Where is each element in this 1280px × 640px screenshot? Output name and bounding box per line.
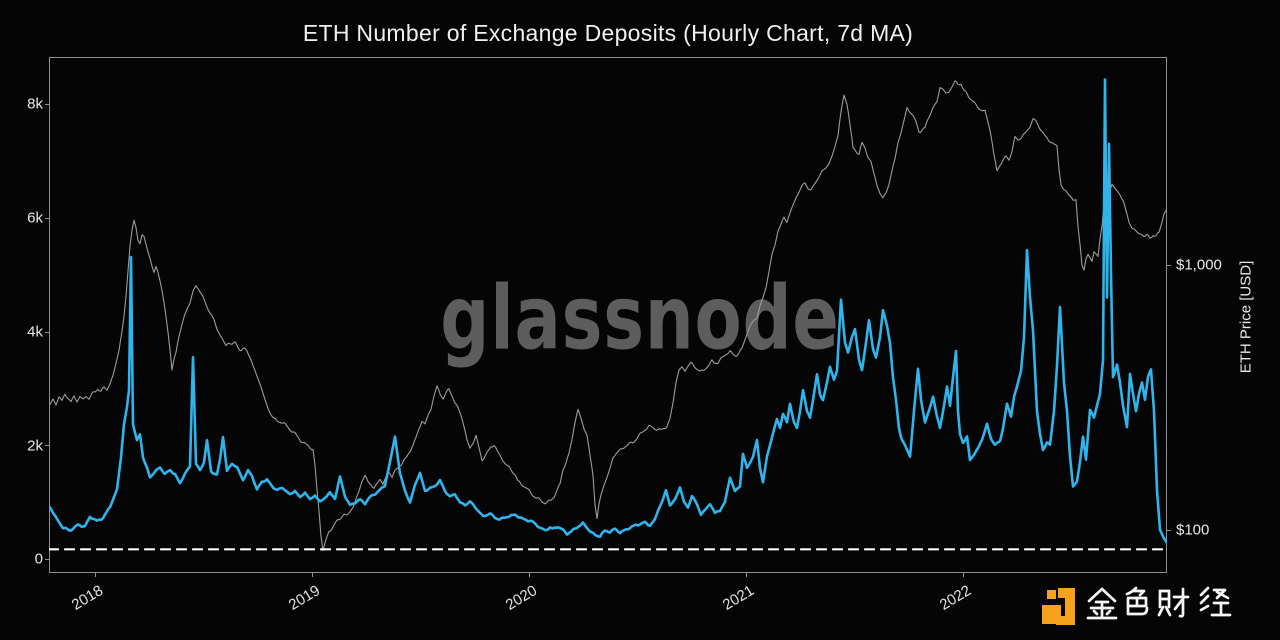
x-tick-2022: 2022 bbox=[936, 582, 974, 614]
y-left-tick-8k: 8k bbox=[27, 95, 43, 113]
jinse-logo-characters bbox=[1086, 586, 1232, 620]
char-cai bbox=[1157, 587, 1190, 618]
y-left-tick-4k: 4k bbox=[27, 323, 43, 341]
x-tick-2018: 2018 bbox=[68, 582, 106, 614]
y-left-tick-2k: 2k bbox=[27, 437, 43, 455]
x-tick-2021: 2021 bbox=[719, 582, 757, 614]
x-tick-2019: 2019 bbox=[285, 582, 323, 614]
y-left-tick-6k: 6k bbox=[27, 209, 43, 227]
char-se bbox=[1125, 586, 1149, 616]
y-right-tick-1000: $1,000 bbox=[1176, 256, 1222, 274]
char-jin bbox=[1086, 587, 1118, 620]
x-tick-2020: 2020 bbox=[502, 582, 540, 614]
jinse-logo-icon bbox=[1042, 588, 1075, 625]
y-left-tick-0: 0 bbox=[34, 550, 43, 568]
jinse-finance-logo-graphic bbox=[1042, 586, 1232, 625]
char-jing bbox=[1199, 586, 1232, 617]
jinse-finance-logo: 金色财经 bbox=[1036, 583, 1268, 631]
y-right-axis-title: ETH Price [USD] bbox=[1237, 260, 1255, 374]
y-right-tick-100: $100 bbox=[1176, 521, 1210, 539]
